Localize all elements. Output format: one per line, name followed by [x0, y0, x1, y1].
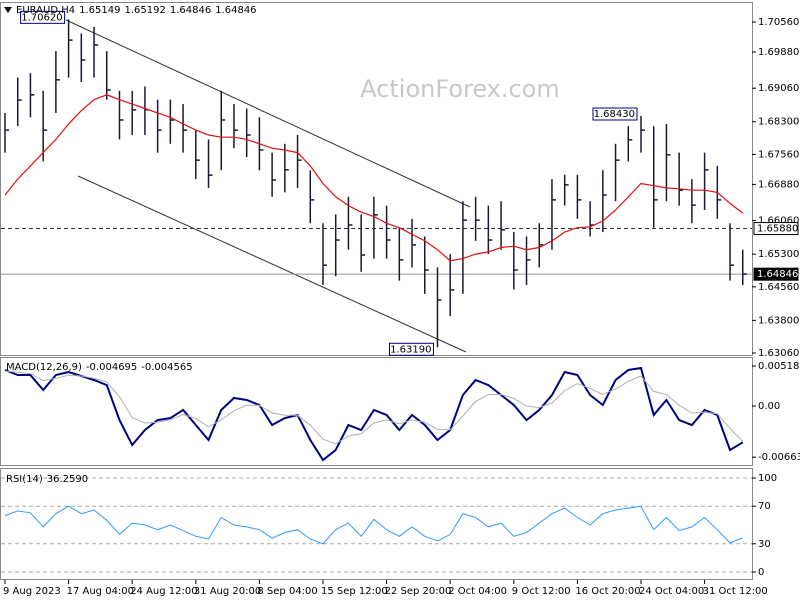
channel-line	[77, 175, 467, 353]
panel-header: RSI(14) 36.2590	[6, 474, 88, 485]
y-tick-label: 0.00	[758, 401, 780, 412]
x-tick-label: 31 Oct 12:00	[703, 586, 768, 597]
indicator-line	[4, 370, 744, 445]
y-tick-label: -0.006635	[758, 452, 800, 463]
header-value: -0.004565	[141, 362, 192, 373]
price-level-box	[753, 267, 799, 281]
y-tick-label: 1.67560	[758, 149, 799, 160]
annotation-label: 1.63190	[390, 344, 431, 355]
y-tick-label: 30	[758, 539, 771, 550]
header-value: 1.65149	[79, 5, 120, 16]
y-tick-label: 1.65300	[758, 249, 799, 260]
x-tick-label: 24 Oct 04:00	[639, 586, 704, 597]
x-tick-label: 9 Aug 2023	[3, 586, 61, 597]
indicator-line	[4, 505, 743, 545]
y-tick-label: 1.69060	[758, 83, 799, 94]
x-tick-label: 15 Sep 12:00	[321, 586, 388, 597]
y-tick-label: 1.64560	[758, 282, 799, 293]
y-tick-label: 1.69880	[758, 47, 799, 58]
header-value: -0.004695	[86, 362, 137, 373]
x-tick-label: 8 Sep 04:00	[257, 586, 317, 597]
indicator-line	[4, 366, 744, 462]
y-tick-label: 100	[758, 473, 777, 484]
moving-average	[4, 94, 744, 262]
x-tick-label: 16 Oct 20:00	[575, 586, 640, 597]
panel-header: EURAUD,H4 1.65149 1.65192 1.64846 1.64846	[16, 5, 257, 16]
header-value: 1.65192	[124, 5, 165, 16]
annotation-label: 1.70620	[21, 12, 62, 23]
annotation-label: 1.68430	[594, 109, 635, 120]
price-level-label: 1.64846	[757, 269, 798, 280]
x-tick-label: 2 Oct 04:00	[448, 586, 507, 597]
y-tick-label: 70	[758, 501, 771, 512]
y-tick-label: 1.66060	[758, 216, 799, 227]
y-tick-label: 0.005188	[758, 361, 800, 372]
annotation-box	[592, 107, 638, 121]
rsi-panel	[0, 468, 753, 580]
header-value: 1.64846	[170, 5, 211, 16]
x-tick-label: 9 Oct 12:00	[512, 586, 571, 597]
header-title: MACD(12,26,9)	[6, 362, 82, 373]
annotation-box	[388, 342, 434, 356]
header-value: 36.2590	[47, 474, 88, 485]
price-panel	[0, 2, 753, 356]
channel-line	[65, 19, 471, 208]
x-tick-label: 31 Aug 20:00	[194, 586, 261, 597]
y-tick-label: 1.63800	[758, 315, 799, 326]
y-tick-label: 1.70560	[758, 17, 799, 28]
x-tick-label: 17 Aug 04:00	[67, 586, 134, 597]
menu-arrow	[4, 7, 12, 13]
macd-panel	[0, 357, 753, 466]
panel-header: MACD(12,26,9) -0.004695 -0.004565	[6, 362, 193, 373]
annotation-box	[20, 10, 66, 24]
header-title: EURAUD,H4	[16, 5, 75, 16]
y-tick-label: 1.68300	[758, 117, 799, 128]
header-title: RSI(14)	[6, 474, 43, 485]
y-tick-label: 1.66880	[758, 179, 799, 190]
y-tick-label: 1.63060	[758, 348, 799, 359]
price-level-label: 1.65880	[757, 224, 798, 235]
x-tick-label: 22 Sep 20:00	[385, 586, 452, 597]
watermark: ActionForex.com	[360, 75, 560, 103]
x-tick-label: 24 Aug 12:00	[130, 586, 197, 597]
y-tick-label: 0	[758, 567, 764, 578]
header-value: 1.64846	[215, 5, 256, 16]
price-level-box	[753, 222, 799, 236]
